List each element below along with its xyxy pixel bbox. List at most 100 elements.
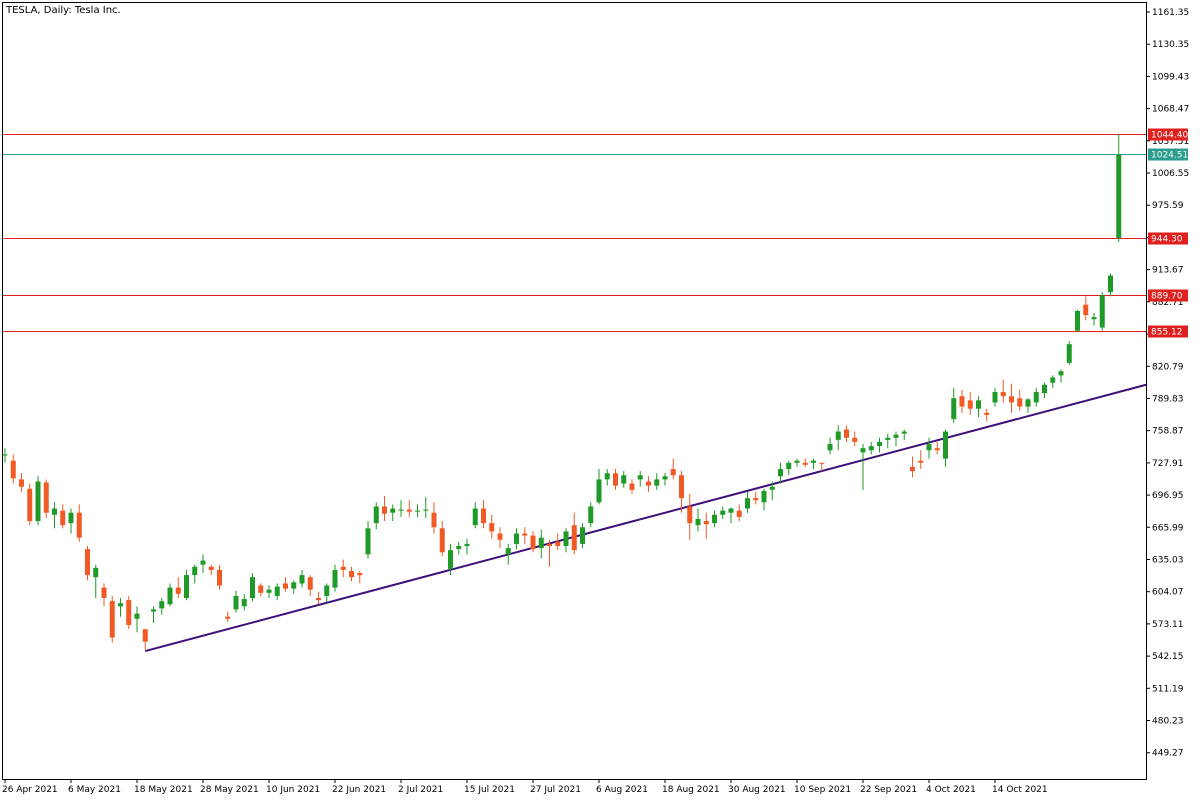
candle xyxy=(431,502,437,534)
candle-body xyxy=(118,603,123,607)
candle xyxy=(332,564,338,592)
y-tick-label: 542.15 xyxy=(1152,652,1184,662)
candle-body xyxy=(332,569,338,588)
y-tick-label: 511.19 xyxy=(1152,684,1184,694)
candle xyxy=(27,483,33,526)
candle xyxy=(217,564,222,590)
candle-body xyxy=(299,575,305,584)
candle xyxy=(951,387,957,424)
candle-body xyxy=(175,587,181,594)
x-tick-label: 18 Aug 2021 xyxy=(662,785,720,795)
candle-body xyxy=(703,521,709,525)
candle xyxy=(1009,383,1014,413)
candle xyxy=(151,606,156,623)
candle-body xyxy=(736,510,742,517)
candle-body xyxy=(819,462,825,464)
x-tick-label: 27 Jul 2021 xyxy=(530,785,581,795)
candle xyxy=(794,458,800,467)
candle xyxy=(604,469,610,486)
candle xyxy=(43,479,49,518)
candle xyxy=(472,502,478,529)
candle xyxy=(101,583,107,607)
candle xyxy=(860,444,866,490)
candle-body xyxy=(35,481,41,522)
candle xyxy=(1108,273,1113,297)
candle xyxy=(250,573,255,602)
level-label-box xyxy=(1148,325,1188,338)
candle xyxy=(35,476,41,526)
candle-body xyxy=(769,486,775,490)
y-tick-label: 665.99 xyxy=(1152,523,1184,533)
candle-body xyxy=(1116,154,1122,239)
candle-body xyxy=(811,460,816,463)
candle-body xyxy=(538,537,544,549)
candle xyxy=(1017,389,1023,411)
candle-body xyxy=(629,483,635,490)
candle-body xyxy=(439,528,445,553)
candle xyxy=(1000,379,1006,403)
candle xyxy=(349,566,354,582)
candle xyxy=(571,512,577,555)
candle-body xyxy=(423,509,429,511)
trendline-layer xyxy=(144,383,1147,653)
candle-body xyxy=(852,437,858,442)
candle-body xyxy=(547,543,552,546)
candle-body xyxy=(1066,344,1072,363)
plot-frame xyxy=(2,2,1147,780)
candle xyxy=(959,389,965,413)
candle xyxy=(415,504,420,517)
candle-body xyxy=(431,512,437,528)
candle xyxy=(464,538,470,555)
candle xyxy=(1066,341,1072,365)
candle xyxy=(382,496,387,522)
candle-body xyxy=(406,509,412,512)
candle xyxy=(943,429,948,467)
candle xyxy=(505,543,511,565)
candle xyxy=(769,481,775,501)
candle xyxy=(241,593,247,611)
candle xyxy=(530,531,536,553)
candle xyxy=(233,590,239,613)
y-tick-label: 696.95 xyxy=(1152,491,1184,501)
x-tick-label: 6 Aug 2021 xyxy=(596,785,648,795)
y-tick-label: 913.67 xyxy=(1152,266,1184,276)
candle-body xyxy=(159,601,165,609)
candle-body xyxy=(68,512,74,524)
candle-body xyxy=(679,475,684,499)
candle-body xyxy=(827,444,833,451)
candle-body xyxy=(274,586,280,596)
candle-body xyxy=(1000,392,1006,397)
candle-body xyxy=(109,601,115,638)
x-tick-label: 2 Jul 2021 xyxy=(398,785,443,795)
x-tick-label: 22 Sep 2021 xyxy=(860,785,917,795)
y-tick-label: 1130.35 xyxy=(1152,40,1189,50)
candle xyxy=(596,469,602,505)
candle xyxy=(19,473,24,492)
candle xyxy=(637,471,643,487)
candle-body xyxy=(291,582,297,589)
level-price-labels: 1044.40 1024.51 944.30 889.70 855.12 xyxy=(1148,128,1188,338)
candle-body xyxy=(580,527,585,544)
candle-body xyxy=(1108,275,1113,293)
candle xyxy=(85,545,90,581)
candle-body xyxy=(76,512,82,538)
candle-body xyxy=(901,431,907,434)
candle xyxy=(811,458,816,470)
candle xyxy=(547,539,552,567)
level-label: 1024.51 xyxy=(1151,151,1188,161)
candle-body xyxy=(2,454,8,456)
candle xyxy=(967,392,973,415)
candle xyxy=(522,527,528,544)
candle xyxy=(365,521,371,559)
x-tick-label: 15 Jul 2021 xyxy=(464,785,515,795)
candle-body xyxy=(1042,384,1047,394)
candle xyxy=(514,528,519,550)
candle-body xyxy=(43,482,49,513)
candle-body xyxy=(1058,371,1064,376)
candle-body xyxy=(266,589,272,593)
candle-body xyxy=(530,535,536,550)
candle xyxy=(720,506,726,519)
level-label-box xyxy=(1148,232,1188,245)
candle-body xyxy=(778,469,783,477)
